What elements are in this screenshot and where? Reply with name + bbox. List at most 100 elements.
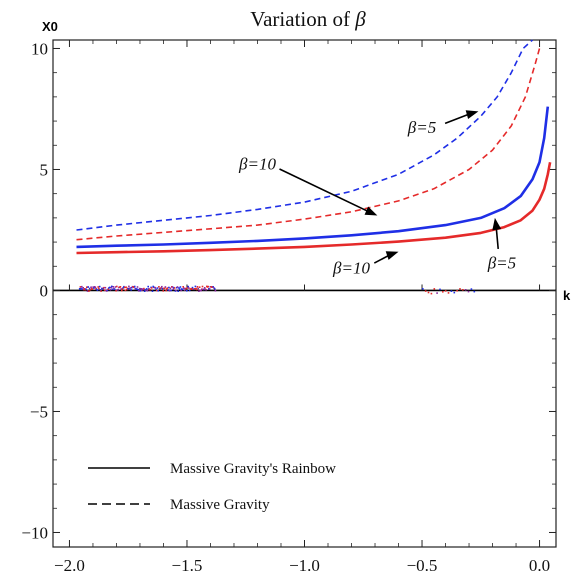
- noise-point: [100, 290, 102, 292]
- noise-point: [196, 286, 199, 288]
- noise-point: [430, 292, 433, 295]
- x-tick-label: −0.5: [407, 556, 438, 575]
- noise-point: [214, 290, 217, 292]
- noise-point: [433, 288, 436, 290]
- noise-point: [104, 286, 107, 289]
- noise-point: [453, 291, 456, 294]
- noise-point: [80, 287, 82, 290]
- noise-point: [113, 288, 116, 291]
- annotation-label: β=5: [407, 118, 436, 137]
- noise-point: [151, 290, 154, 292]
- noise-point: [197, 287, 199, 290]
- series-line-4: [76, 161, 552, 255]
- noise-point: [138, 287, 141, 290]
- noise-point: [166, 288, 168, 290]
- noise-point: [155, 288, 157, 291]
- noise-point: [178, 288, 181, 290]
- series-group: [76, 39, 552, 255]
- annotation-arrowhead: [364, 206, 378, 216]
- noise-point: [114, 286, 117, 288]
- noise-point: [462, 289, 464, 291]
- noise-point: [464, 289, 467, 291]
- noise-point: [173, 287, 176, 289]
- noise-point: [98, 287, 100, 290]
- noise-point: [213, 287, 216, 290]
- noise-point: [108, 286, 111, 289]
- noise-point: [88, 287, 91, 290]
- noise-point: [187, 285, 189, 288]
- noise-point: [436, 292, 438, 294]
- noise-point: [183, 287, 185, 289]
- noise-point: [198, 286, 201, 288]
- series-line-1: [76, 39, 534, 231]
- noise-point: [130, 289, 132, 291]
- noise-point: [166, 287, 169, 289]
- annotations-group: β=5 β=10 β=10 β=5: [238, 110, 516, 278]
- y-tick-label: 10: [31, 39, 48, 58]
- noise-point: [207, 285, 209, 288]
- noise-point: [212, 286, 214, 288]
- noise-point: [106, 289, 109, 291]
- noise-point: [447, 292, 450, 294]
- noise-point: [107, 288, 109, 290]
- noise-point: [185, 287, 187, 290]
- legend-label: Massive Gravity's Rainbow: [170, 461, 336, 477]
- noise-point: [83, 288, 85, 291]
- noise-point: [149, 288, 152, 291]
- series-line-3: [76, 106, 550, 249]
- noise-point: [86, 286, 88, 288]
- series-line-2: [76, 48, 541, 241]
- noise-point: [138, 290, 140, 292]
- noise-point: [90, 286, 92, 288]
- x-tick-label: −2.0: [54, 556, 85, 575]
- noise-point: [191, 288, 193, 290]
- noise-point: [194, 285, 197, 288]
- noise-point: [140, 288, 142, 290]
- noise-point: [127, 287, 129, 290]
- noise-point: [145, 289, 147, 291]
- noise-point: [106, 290, 108, 292]
- annotation-arrow-line: [279, 168, 371, 214]
- noise-point: [148, 287, 150, 290]
- noise-point: [169, 287, 172, 290]
- noise-point: [123, 285, 125, 288]
- annotation-label: β=10: [238, 154, 276, 173]
- noise-point: [183, 289, 186, 291]
- noise-point: [167, 289, 169, 291]
- noise-point: [193, 288, 196, 290]
- noise-point: [165, 289, 167, 292]
- noise-point: [143, 287, 145, 290]
- noise-point: [156, 289, 158, 292]
- noise-point: [143, 290, 146, 292]
- noise-point: [115, 290, 117, 292]
- noise-point: [168, 286, 170, 289]
- noise-point: [103, 286, 105, 289]
- noise-point: [442, 291, 444, 293]
- noise-point: [201, 285, 204, 288]
- noise-point: [85, 288, 87, 290]
- noise-point: [156, 287, 159, 289]
- noise-point: [121, 288, 124, 290]
- x-tick-label: −1.0: [289, 556, 320, 575]
- noise-point: [81, 288, 84, 291]
- noise-point: [198, 290, 200, 292]
- noise-point: [88, 290, 90, 292]
- noise-point: [78, 288, 81, 290]
- noise-point: [178, 287, 180, 289]
- noise-point: [162, 290, 164, 292]
- noise-point: [151, 287, 153, 289]
- chart-title: Variation of β: [250, 7, 366, 31]
- noise-point: [179, 286, 182, 288]
- noise-point: [112, 286, 114, 288]
- noise-point: [136, 286, 139, 288]
- noise-point: [188, 289, 191, 292]
- noise-point: [92, 286, 94, 288]
- y-tick-label: −5: [30, 402, 48, 421]
- noise-point: [87, 286, 89, 288]
- noise-point: [186, 286, 189, 289]
- noise-point: [98, 285, 101, 288]
- annotation-arrowhead: [465, 110, 479, 119]
- noise-point: [129, 287, 132, 289]
- noise-point: [110, 286, 112, 289]
